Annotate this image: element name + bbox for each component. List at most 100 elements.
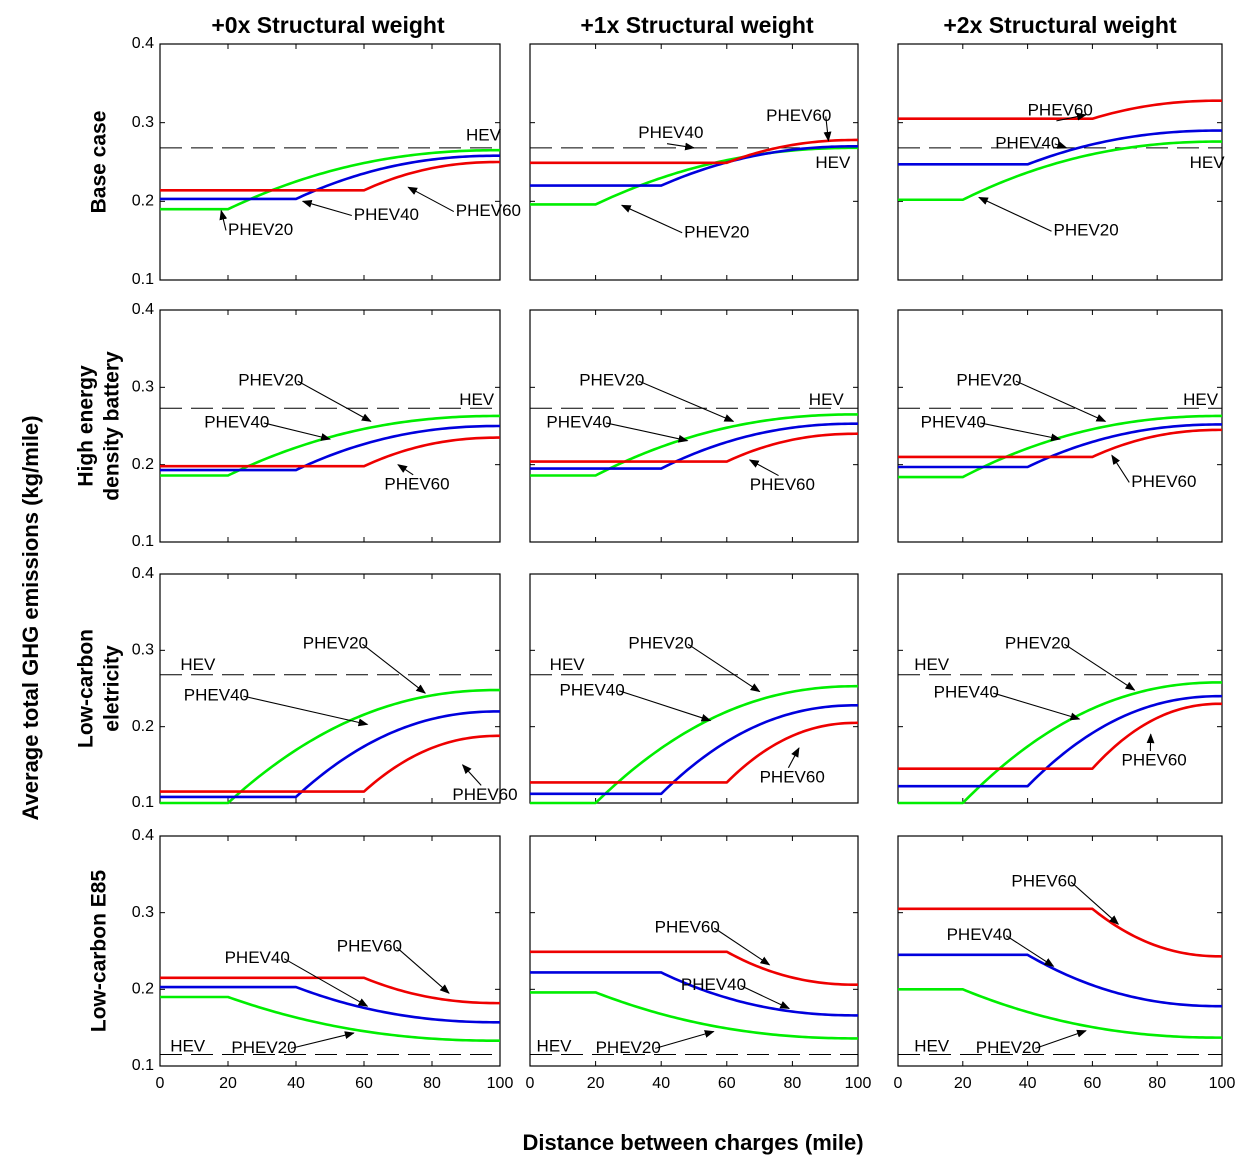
panel-r3-c3-label-phev20: PHEV20: [1005, 634, 1070, 653]
panel-r4-c2-xtick-label: 100: [845, 1075, 872, 1092]
row-title-2-line-2: density battery: [101, 351, 124, 501]
panel-r4-c2-xtick-label: 80: [784, 1075, 802, 1092]
panel-r3-c3-arrow-phev20: [1064, 643, 1136, 691]
y-axis-title: Average total GHG emissions (kg/mile): [18, 415, 43, 820]
panel-r3-c2-phev40-line: [530, 703, 859, 796]
panel-r3-c3-label-phev60: PHEV60: [1122, 751, 1187, 770]
row-title-3-line-1: Low-carbon: [75, 629, 98, 748]
panel-r1-c3-label-phev40: PHEV40: [995, 133, 1060, 152]
panel-r4-c3-label-phev20: PHEV20: [976, 1038, 1041, 1057]
panel-r2-c3-phev40-line: [898, 423, 1223, 469]
panel-r3-c3-arrow-phev40: [993, 692, 1081, 721]
panel-r4-c2-phev60-line: [530, 950, 859, 987]
panel-r2-c3-arrow-phev40: [980, 422, 1061, 442]
panel-r2-c3-label-hev: HEV: [1183, 390, 1219, 409]
panel-r2-c3-arrow-phev20: [1015, 380, 1107, 422]
panel-r2-c2-label-phev40: PHEV40: [546, 412, 611, 431]
panel-r1-c3-phev60-line: [898, 99, 1223, 121]
panel-r4-c1-ytick-label: 0.4: [132, 827, 154, 844]
panel-r2-c1-ytick-label: 0.3: [132, 379, 154, 396]
panel-r4-c1-label-hev: HEV: [170, 1036, 206, 1055]
panel-r3-c1-label-phev60: PHEV60: [452, 785, 517, 804]
panel-r3-c2-label-phev60: PHEV60: [760, 767, 825, 786]
panel-r4-c1-xtick-label: 60: [355, 1075, 373, 1092]
panel-r4-c1-ytick-label: 0.2: [132, 981, 154, 998]
panel-r1-c1-label-phev20: PHEV20: [228, 220, 293, 239]
panel-r2-c2-label-phev60: PHEV60: [750, 475, 815, 494]
panel-r1-c3-arrow-phev20: [978, 196, 1052, 232]
panel-r1-c2-label-phev60: PHEV60: [766, 106, 831, 125]
panel-r3-c1-ytick-label: 0.4: [132, 565, 154, 582]
panel-r1-c1-label-phev40: PHEV40: [354, 205, 419, 224]
column-title-2: +1x Structural weight: [580, 12, 814, 38]
panel-r4-c1-ytick-label: 0.3: [132, 904, 154, 921]
panel-r4-c3-phev60-line: [898, 907, 1223, 958]
panel-r4-c1-phev20-line: [160, 995, 500, 1042]
panel-r4-c3-label-hev: HEV: [914, 1036, 950, 1055]
panel-r2-c3-label-phev20: PHEV20: [956, 371, 1021, 390]
row-title-3-line-2: eletricity: [101, 645, 124, 732]
panel-r4-c3-xtick-label: 0: [894, 1075, 903, 1092]
panel-r4-c2: 0 20 40 60 80 100 PHEV60 PHEV40 HEV PHEV20: [526, 835, 872, 1092]
panel-r3-c2-label-phev40: PHEV40: [560, 680, 625, 699]
panel-r1-c1-ytick-label: 0.2: [132, 193, 154, 210]
panel-r2-c1-phev60-line: [160, 436, 501, 468]
panel-r4-c3: 0 20 40 60 80 100 PHEV60 PHEV40 HEV PHEV20: [894, 835, 1235, 1092]
panel-r4-c2-arrow-phev60: [713, 927, 771, 966]
panel-r1-c2-arrow-phev40: [666, 142, 695, 151]
panel-r3-c3: HEV PHEV20 PHEV40 PHEV60: [897, 573, 1223, 805]
panel-r3-c2-arrow-phev60: [787, 747, 800, 769]
panel-r2-c3-label-phev40: PHEV40: [921, 412, 986, 431]
panel-r3-c1-label-phev20: PHEV20: [303, 634, 368, 653]
panel-r4-c2-xtick-label: 40: [652, 1075, 670, 1092]
panel-r3-c1-phev40-line: [160, 710, 501, 799]
panel-r4-c3-xtick-label: 80: [1148, 1075, 1166, 1092]
panel-r3-c1-phev20-line: [160, 688, 500, 805]
panel-r2-c1-arrow-phev60: [397, 464, 414, 476]
panel-r4-c2-label-phev40: PHEV40: [681, 975, 746, 994]
panel-r4-c3-phev20-line: [898, 988, 1222, 1039]
panel-r3-c3-label-phev40: PHEV40: [934, 683, 999, 702]
panel-r1-c3: PHEV60 PHEV40 HEV PHEV20: [897, 43, 1226, 281]
panel-r4-c1-xtick-label: 40: [287, 1075, 305, 1092]
panel-r1-c1-ytick-label: 0.3: [132, 114, 154, 131]
panel-r2-c3-phev60-line: [898, 428, 1222, 459]
panel-r2-c1-frame: [159, 309, 501, 543]
panel-r2-c3-label-phev60: PHEV60: [1131, 472, 1196, 491]
panel-r2-c1-ytick-label: 0.1: [132, 533, 154, 550]
panel-r3-c2: HEV PHEV20 PHEV40 PHEV60: [529, 573, 859, 805]
panel-r1-c2-label-phev40: PHEV40: [638, 123, 703, 142]
panel-r4-c2-arrow-phev40: [740, 985, 791, 1009]
panel-r1-c1-ytick-label: 0.4: [132, 35, 154, 52]
panel-r3-c3-phev40-line: [898, 694, 1223, 788]
panel-r1-c1-frame: [159, 43, 501, 281]
panel-r4-c1-arrow-phev40: [283, 958, 369, 1007]
panel-r1-c3-label-hev: HEV: [1190, 153, 1226, 172]
panel-r1-c2-arrow-phev20: [620, 204, 683, 234]
panel-r2-c2-arrow-phev20: [638, 380, 735, 422]
row-title-4-line-1: Low-carbon E85: [88, 870, 111, 1033]
panel-r2-c1-arrow-phev20: [297, 380, 372, 422]
panel-r3-c2-label-hev: HEV: [550, 655, 586, 674]
panel-r1-c3-arrow-phev60: [1056, 112, 1087, 122]
panel-r2-c2-arrow-phev40: [605, 422, 689, 443]
panel-r1-c3-label-phev60: PHEV60: [1028, 100, 1093, 119]
panels: 0.1 0.2 0.3 0.4 HEV PHEV20 PHEV40 PHEV60 PHEV60 P…: [132, 35, 1236, 1092]
panel-r3-c2-phev60-line: [530, 721, 859, 784]
panel-r3-c1-frame: [159, 573, 501, 804]
panel-r4-c3-label-phev40: PHEV40: [947, 925, 1012, 944]
row-title-2-line-1: High energy: [75, 365, 98, 487]
panel-r1-c2-phev60-line: [530, 138, 859, 165]
panel-r2-c2-arrow-phev60: [748, 459, 779, 477]
panel-r1-c2: PHEV60 PHEV40 HEV PHEV20: [529, 43, 859, 281]
panel-r4-c2-xtick-label: 20: [587, 1075, 605, 1092]
row-titles: Base case High energy density battery Low-c…: [75, 111, 124, 1032]
panel-r3-c3-label-hev: HEV: [914, 655, 950, 674]
panel-r3-c1-phev60-line: [160, 734, 501, 793]
panel-r2-c2-label-hev: HEV: [809, 390, 845, 409]
panel-r3-c1-arrow-phev60: [461, 764, 482, 786]
panel-r1-c1-phev60-line: [160, 160, 501, 192]
panel-r3-c1-arrow-phev40: [243, 695, 369, 727]
panel-r1-c1-arrow-phev20: [219, 209, 228, 231]
panel-r3-c3-phev60-line: [898, 702, 1223, 770]
